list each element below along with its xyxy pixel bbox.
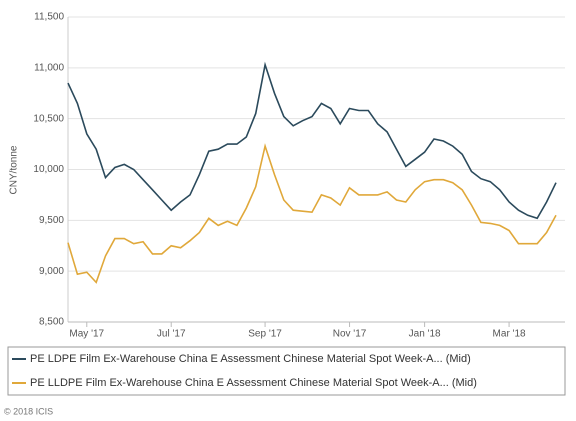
x-tick-label: Sep '17 [248, 329, 282, 340]
x-tick-label: Jul '17 [157, 329, 186, 340]
x-tick-label: Nov '17 [333, 329, 367, 340]
credit: © 2018 ICIS [4, 406, 53, 416]
y-tick-label: 8,500 [39, 317, 64, 328]
y-tick-label: 9,500 [39, 215, 64, 226]
legend-label: PE LLDPE Film Ex-Warehouse China E Asses… [30, 377, 477, 389]
series-line [67, 143, 557, 284]
y-tick-label: 11,000 [34, 62, 64, 73]
y-tick-label: 10,500 [33, 113, 64, 124]
y-tick-label: 11,500 [34, 12, 64, 23]
x-tick-label: Mar '18 [493, 329, 526, 340]
series-line [67, 61, 557, 220]
y-tick-label: 10,000 [33, 164, 64, 175]
y-axis-title: CNY/tonne [9, 145, 20, 194]
y-tick-label: 9,000 [39, 266, 64, 277]
legend-label: PE LDPE Film Ex-Warehouse China E Assess… [30, 353, 471, 365]
legend-box [7, 346, 566, 396]
x-tick-label: May '17 [69, 329, 104, 340]
x-tick-label: Jan '18 [409, 329, 441, 340]
